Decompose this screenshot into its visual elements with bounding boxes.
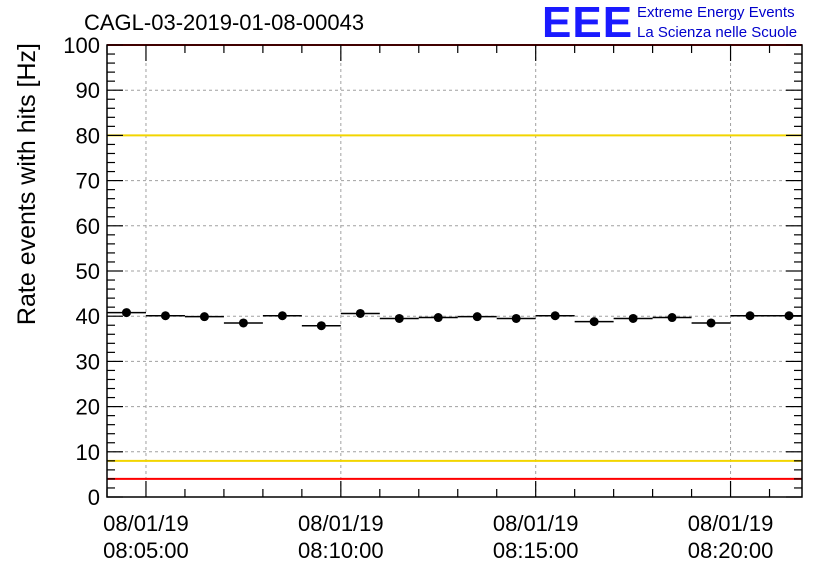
data-point	[199, 312, 209, 322]
y-tick-label: 80	[76, 123, 100, 148]
chart-title: CAGL-03-2019-01-08-00043	[84, 10, 365, 35]
y-tick-label: 90	[76, 78, 100, 103]
data-point	[355, 308, 365, 318]
logo-mark: EEE	[542, 0, 634, 47]
data-point	[589, 317, 599, 327]
data-point	[472, 312, 482, 322]
x-tick-label-date: 08/01/19	[103, 511, 189, 536]
data-point	[667, 313, 677, 323]
y-axis-title: Rate events with hits [Hz]	[13, 43, 41, 325]
x-tick-label-date: 08/01/19	[688, 511, 774, 536]
y-tick-label: 50	[76, 259, 100, 284]
x-tick-label-time: 08:10:00	[298, 538, 384, 563]
data-point	[706, 318, 716, 328]
y-tick-label: 20	[76, 395, 100, 420]
data-point	[511, 313, 521, 323]
x-tick-label-date: 08/01/19	[493, 511, 579, 536]
data-point	[277, 311, 287, 321]
y-tick-label: 30	[76, 349, 100, 374]
data-point	[433, 313, 443, 323]
logo-line-2: La Scienza nelle Scuole	[637, 24, 798, 41]
data-point	[394, 313, 404, 323]
y-tick-label: 0	[88, 485, 100, 510]
data-point	[628, 313, 638, 323]
data-point	[316, 321, 326, 331]
y-tick-label: 100	[63, 33, 100, 58]
y-tick-label: 10	[76, 440, 100, 465]
x-tick-label-time: 08:20:00	[688, 538, 774, 563]
data-point	[745, 311, 755, 321]
data-point	[784, 311, 794, 321]
y-tick-label: 40	[76, 304, 100, 329]
data-point	[238, 318, 248, 328]
data-point	[121, 308, 131, 318]
y-tick-label: 60	[76, 214, 100, 239]
x-tick-label-date: 08/01/19	[298, 511, 384, 536]
x-tick-label-time: 08:05:00	[103, 538, 189, 563]
x-tick-label-time: 08:15:00	[493, 538, 579, 563]
data-point	[550, 311, 560, 321]
eee-logo: EEE Extreme Energy Events La Scienza nel…	[542, 0, 832, 47]
data-point	[160, 311, 170, 321]
y-tick-label: 70	[76, 169, 100, 194]
logo-line-1: Extreme Energy Events	[637, 4, 795, 21]
